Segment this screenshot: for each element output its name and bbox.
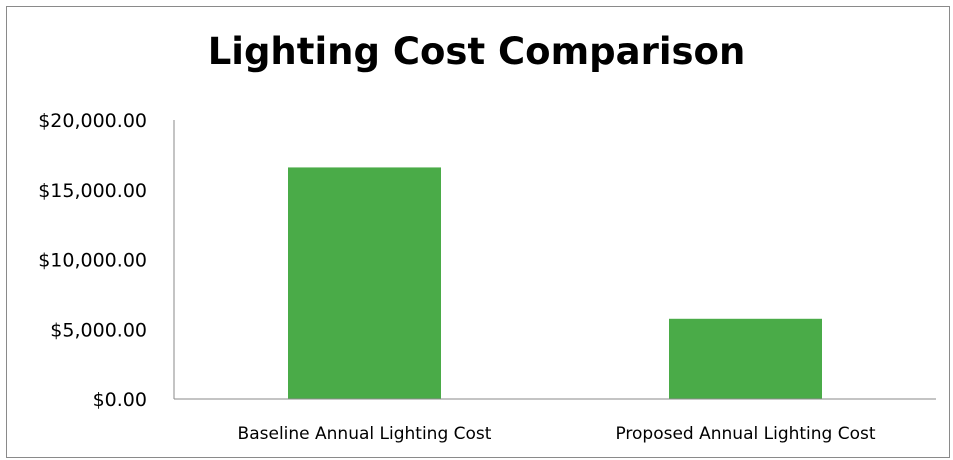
y-axis-ticks: $0.00 $5,000.00 $10,000.00 $15,000.00 $20,00… (38, 110, 147, 411)
y-tick-label: $15,000.00 (38, 180, 147, 202)
bars (288, 167, 822, 399)
x-axis-labels: Baseline Annual Lighting Cost Proposed An… (238, 424, 876, 444)
y-tick-label: $0.00 (93, 389, 147, 411)
x-category-label: Proposed Annual Lighting Cost (615, 424, 875, 444)
y-tick-label: $10,000.00 (38, 250, 147, 272)
y-tick-label: $20,000.00 (38, 110, 147, 132)
bar (288, 167, 441, 399)
x-category-label: Baseline Annual Lighting Cost (238, 424, 492, 444)
y-tick-label: $5,000.00 (50, 319, 147, 341)
chart-title: Lighting Cost Comparison (207, 30, 746, 73)
bar (669, 318, 822, 399)
